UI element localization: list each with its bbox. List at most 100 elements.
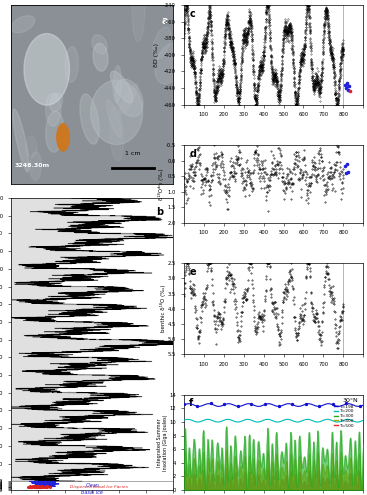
Point xyxy=(30,483,36,491)
Point xyxy=(40,483,46,491)
Ellipse shape xyxy=(50,94,63,112)
Point xyxy=(36,483,41,491)
Point xyxy=(43,482,48,490)
Ellipse shape xyxy=(46,111,64,152)
Point xyxy=(39,483,45,491)
Text: Dispersed Basal Ice Facies: Dispersed Basal Ice Facies xyxy=(70,485,128,489)
Point xyxy=(44,483,50,491)
Point xyxy=(37,483,43,491)
Point xyxy=(43,483,49,491)
Point xyxy=(37,483,43,491)
Point xyxy=(32,483,38,491)
Point xyxy=(235,402,241,410)
Point xyxy=(27,483,33,491)
Point xyxy=(33,483,39,491)
Point xyxy=(344,79,350,87)
Point xyxy=(39,482,45,490)
Point xyxy=(38,483,44,491)
Point xyxy=(31,483,37,491)
Ellipse shape xyxy=(80,94,99,144)
Text: e: e xyxy=(189,267,196,277)
Point xyxy=(37,483,43,491)
Ellipse shape xyxy=(24,34,69,105)
Point xyxy=(28,483,33,491)
Point xyxy=(36,483,42,491)
Point xyxy=(345,86,351,94)
Ellipse shape xyxy=(132,0,145,42)
Point xyxy=(34,482,40,490)
Y-axis label: Integrated Summer
Insolation (Giga Joules): Integrated Summer Insolation (Giga Joule… xyxy=(157,414,168,471)
Point xyxy=(29,483,34,491)
Y-axis label: δ¹⁸Oᵈᶜ₂ (‰): δ¹⁸Oᵈᶜ₂ (‰) xyxy=(159,168,164,200)
Point xyxy=(34,483,40,491)
Point xyxy=(344,84,349,92)
Point xyxy=(346,82,352,90)
Point xyxy=(33,483,39,491)
Point xyxy=(345,160,350,168)
Y-axis label: δD (‰): δD (‰) xyxy=(153,43,159,67)
Point xyxy=(195,401,200,409)
Point xyxy=(36,483,42,491)
Text: c: c xyxy=(189,9,195,19)
Ellipse shape xyxy=(26,137,37,157)
Point xyxy=(32,482,37,490)
Point xyxy=(33,483,39,491)
Legend: T=198, T=200, T=300, T=400, T=500: T=198, T=200, T=300, T=400, T=500 xyxy=(332,403,356,430)
Point xyxy=(181,400,187,408)
Point xyxy=(221,400,227,408)
Point xyxy=(37,483,43,491)
Point xyxy=(248,399,254,407)
Point xyxy=(36,483,41,491)
Y-axis label: benthic δ¹⁸O (‰): benthic δ¹⁸O (‰) xyxy=(160,285,166,333)
Ellipse shape xyxy=(109,107,124,161)
Point xyxy=(289,400,295,408)
Point xyxy=(27,483,33,491)
Ellipse shape xyxy=(155,43,184,84)
Ellipse shape xyxy=(113,65,121,102)
Point xyxy=(31,482,37,490)
Point xyxy=(37,483,43,491)
Ellipse shape xyxy=(65,47,79,82)
Circle shape xyxy=(57,124,69,151)
Point xyxy=(303,399,309,407)
Ellipse shape xyxy=(115,79,143,117)
Point xyxy=(34,483,40,491)
Point xyxy=(33,482,39,490)
Point xyxy=(262,400,268,408)
Ellipse shape xyxy=(119,83,138,114)
Point xyxy=(34,483,40,491)
Text: Clean
Basal Ice
Facies: Clean Basal Ice Facies xyxy=(81,483,103,495)
Point xyxy=(36,483,41,491)
Point xyxy=(33,483,39,491)
Ellipse shape xyxy=(110,71,133,103)
Point xyxy=(33,482,39,490)
Ellipse shape xyxy=(30,152,41,180)
Point xyxy=(344,169,349,177)
Point xyxy=(30,483,36,491)
Point xyxy=(343,399,349,407)
Text: 30°N: 30°N xyxy=(342,397,358,403)
Point xyxy=(25,483,30,491)
Point xyxy=(39,483,44,491)
Text: 1 cm: 1 cm xyxy=(125,151,141,156)
Ellipse shape xyxy=(92,35,107,53)
Text: b: b xyxy=(157,207,164,217)
Ellipse shape xyxy=(13,109,29,172)
Point xyxy=(345,168,351,176)
Ellipse shape xyxy=(106,99,121,137)
Point xyxy=(345,83,351,91)
Point xyxy=(33,483,39,491)
Ellipse shape xyxy=(93,43,108,71)
Text: a: a xyxy=(162,16,168,26)
Point xyxy=(27,482,33,490)
Point xyxy=(330,400,335,408)
Point xyxy=(342,161,348,169)
Point xyxy=(347,88,353,96)
Point xyxy=(36,483,42,491)
Point xyxy=(36,482,42,490)
Ellipse shape xyxy=(11,16,35,33)
Point xyxy=(276,402,281,410)
Text: f: f xyxy=(189,397,193,408)
Ellipse shape xyxy=(153,27,171,59)
Point xyxy=(208,399,214,407)
